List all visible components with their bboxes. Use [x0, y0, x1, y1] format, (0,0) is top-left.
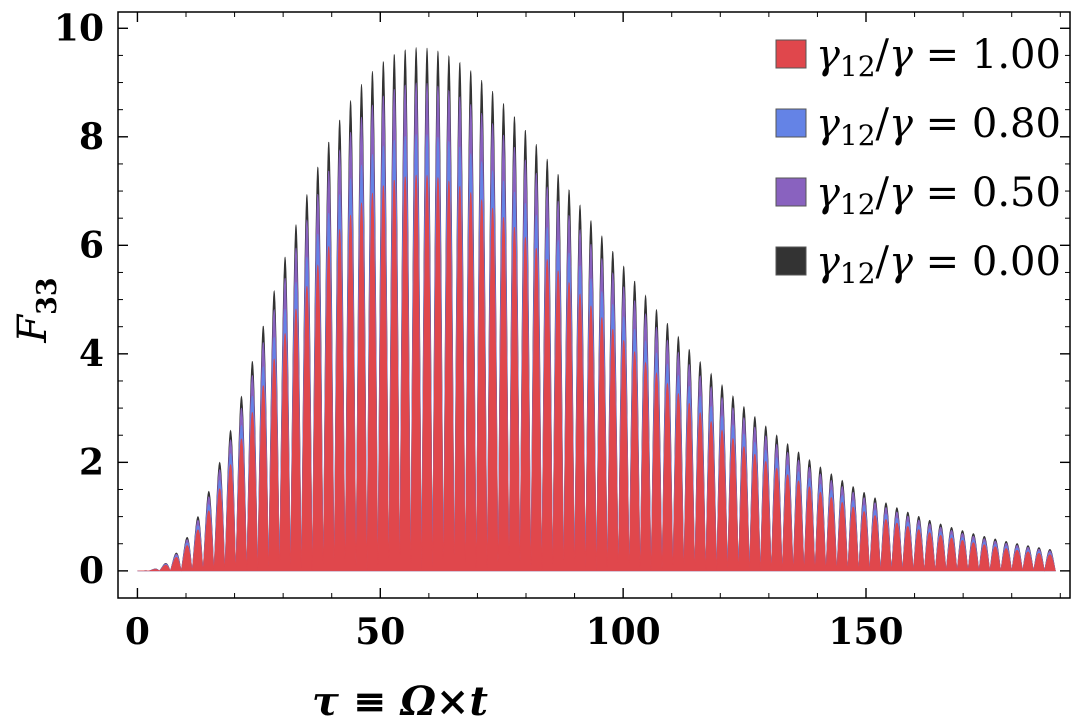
x-tick-label: 150: [828, 611, 903, 653]
y-axis-label: F33: [10, 277, 63, 343]
plot-area: [137, 47, 1056, 572]
x-axis-label: τ ≡ Ω×t: [312, 678, 488, 722]
legend-swatch: [775, 39, 807, 69]
axis-ticks: [118, 12, 1070, 598]
legend-label: γ12/γ = 0.80: [816, 101, 1061, 152]
x-tick-label: 0: [125, 611, 150, 653]
y-tick-label: 6: [79, 224, 104, 266]
legend-swatch: [775, 108, 807, 138]
legend: γ12/γ = 1.00 γ12/γ = 0.80 γ12/γ = 0.50 γ12/…: [775, 32, 1061, 290]
legend-label: γ12/γ = 0.50: [816, 170, 1061, 221]
x-tick-label: 100: [586, 611, 661, 653]
legend-label: γ12/γ = 1.00: [816, 32, 1061, 83]
y-tick-label: 10: [54, 7, 104, 49]
legend-swatch: [775, 246, 807, 276]
legend-swatch: [775, 177, 807, 207]
y-tick-label: 0: [79, 550, 104, 592]
legend-label: γ12/γ = 0.00: [816, 239, 1061, 290]
y-tick-label: 8: [79, 116, 104, 158]
y-tick-label: 4: [79, 333, 104, 375]
x-tick-label: 50: [355, 611, 405, 653]
y-tick-label: 2: [79, 441, 104, 483]
plot-frame: [117, 11, 1071, 599]
series-area-1.00: [137, 174, 1056, 572]
tick-labels: 0 50 100 150 0 2 4 6 8 10: [54, 7, 904, 653]
